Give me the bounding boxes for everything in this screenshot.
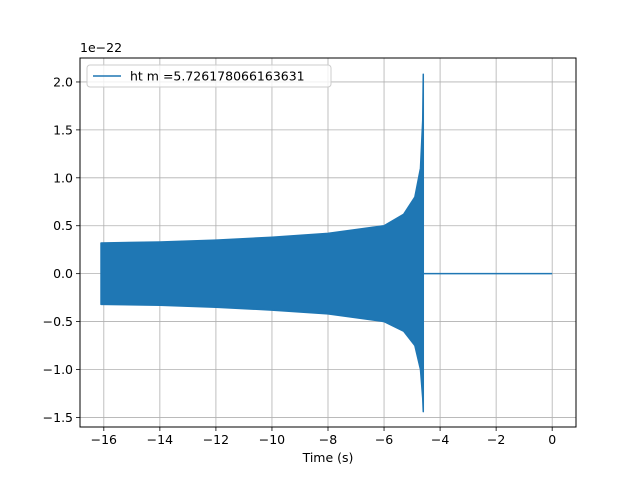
y-tick-label: −1.5	[43, 410, 73, 425]
x-tick-label: −10	[259, 432, 285, 447]
x-tick-label: −4	[431, 432, 449, 447]
y-tick-label: −0.5	[43, 314, 73, 329]
x-tick-label: −6	[375, 432, 393, 447]
x-tick-label: −12	[203, 432, 229, 447]
x-tick-label: 0	[548, 432, 556, 447]
y-tick-label: 1.5	[53, 122, 73, 137]
y-offset-text: 1e−22	[80, 40, 122, 55]
legend-entry-label: ht m =5.726178066163631	[130, 69, 305, 84]
y-axis: −1.5 −1.0 −0.5 0.0 0.5 1.0 1.5 2.0	[43, 74, 80, 425]
y-tick-label: 0.0	[53, 266, 73, 281]
x-tick-label: −14	[147, 432, 173, 447]
y-tick-label: 0.5	[53, 218, 73, 233]
x-tick-label: −2	[487, 432, 505, 447]
x-axis-label: Time (s)	[302, 450, 354, 465]
grid	[80, 58, 576, 427]
x-tick-label: −16	[91, 432, 117, 447]
x-tick-label: −8	[319, 432, 337, 447]
y-tick-label: 2.0	[53, 74, 73, 89]
waveform-envelope	[100, 73, 425, 413]
x-axis: −16 −14 −12 −10 −8 −6 −4 −2 0	[91, 427, 556, 447]
series-layer	[100, 73, 553, 413]
y-tick-label: −1.0	[43, 362, 73, 377]
legend: ht m =5.726178066163631	[86, 64, 332, 88]
y-tick-label: 1.0	[53, 170, 73, 185]
legend-box	[86, 64, 332, 88]
